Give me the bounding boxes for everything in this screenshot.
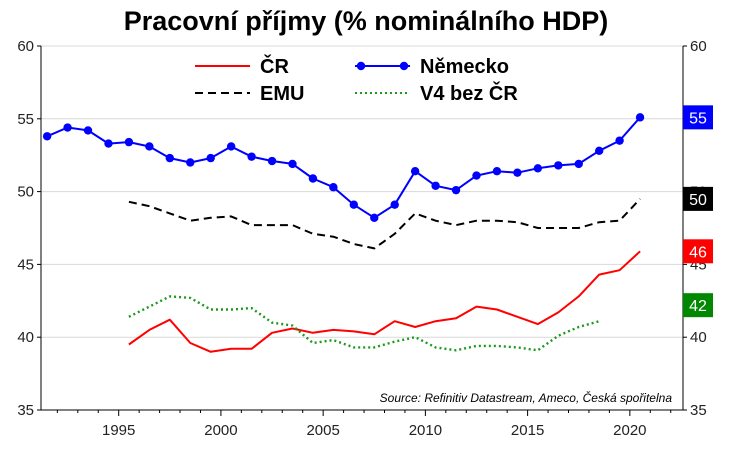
data-point [410,167,420,176]
y-tick-label: 45 [17,256,34,273]
data-point [186,158,195,167]
legend-label: ČR [260,54,289,78]
y-tick-label: 50 [17,184,34,201]
data-point [431,181,440,190]
data-point [574,159,583,169]
legend: ČR Německo EMU V4 bez ČR [195,54,518,105]
data-point [83,126,93,135]
data-point [390,200,399,209]
data-point [226,142,236,151]
data-point [206,153,215,163]
data-point [370,213,379,223]
legend-marker [356,61,366,71]
data-point [594,146,604,156]
end-value-badge [683,239,713,264]
y-tick-label: 60 [17,38,34,55]
data-point [615,136,624,145]
x-tick-label: 2010 [409,422,442,439]
y-tick-label: 40 [17,329,34,346]
y-tick-label-right: 35 [690,402,707,419]
x-tick-label: 2005 [306,422,339,439]
y-tick-label: 55 [17,111,34,128]
end-value-badge [683,186,713,211]
data-point [288,159,297,169]
data-point [63,123,72,132]
data-point [513,168,522,177]
end-value-label: 42 [689,298,707,315]
end-value-label: 46 [689,244,707,261]
legend-label: Německo [420,56,509,78]
data-point [247,152,256,161]
data-point [145,142,154,151]
series-layer [42,113,645,353]
data-point [267,156,277,166]
data-point [451,185,461,195]
series-line [128,295,600,352]
data-point [554,161,563,170]
series-line [128,250,641,353]
data-point [329,183,338,192]
data-point [42,132,52,141]
data-point [349,200,359,209]
x-tick-label: 2015 [511,422,544,439]
end-value-badge [683,105,713,130]
chart-title: Pracovní příjmy (% nominálního HDP) [124,6,609,36]
y-tick-label: 35 [17,402,34,419]
legend-label: V4 bez ČR [420,81,518,105]
end-value-label: 55 [689,110,707,127]
x-tick-label: 1995 [102,422,135,439]
data-point [635,113,645,122]
y-tick-label-right: 40 [690,329,707,346]
legend-marker [399,61,409,71]
data-point [104,139,113,148]
source-note: Source: Refinitiv Datastream, Ameco, Čes… [380,390,673,405]
series-line [128,198,641,250]
data-point [492,167,502,176]
x-tick-label: 2000 [204,422,237,439]
data-point [124,137,134,147]
data-point [308,174,318,183]
y-tick-label-right: 60 [690,38,707,55]
data-point [472,171,481,180]
x-tick-label: 2020 [613,422,646,439]
end-value-labels: 55 50 46 42 [683,105,713,318]
end-value-label: 50 [689,192,707,209]
axes: 3535404045455050555560601995200020052010… [17,38,706,439]
gridlines [41,45,683,411]
end-value-badge [683,293,713,318]
legend-label: EMU [260,83,304,105]
data-point [165,153,175,163]
data-point [533,164,543,173]
